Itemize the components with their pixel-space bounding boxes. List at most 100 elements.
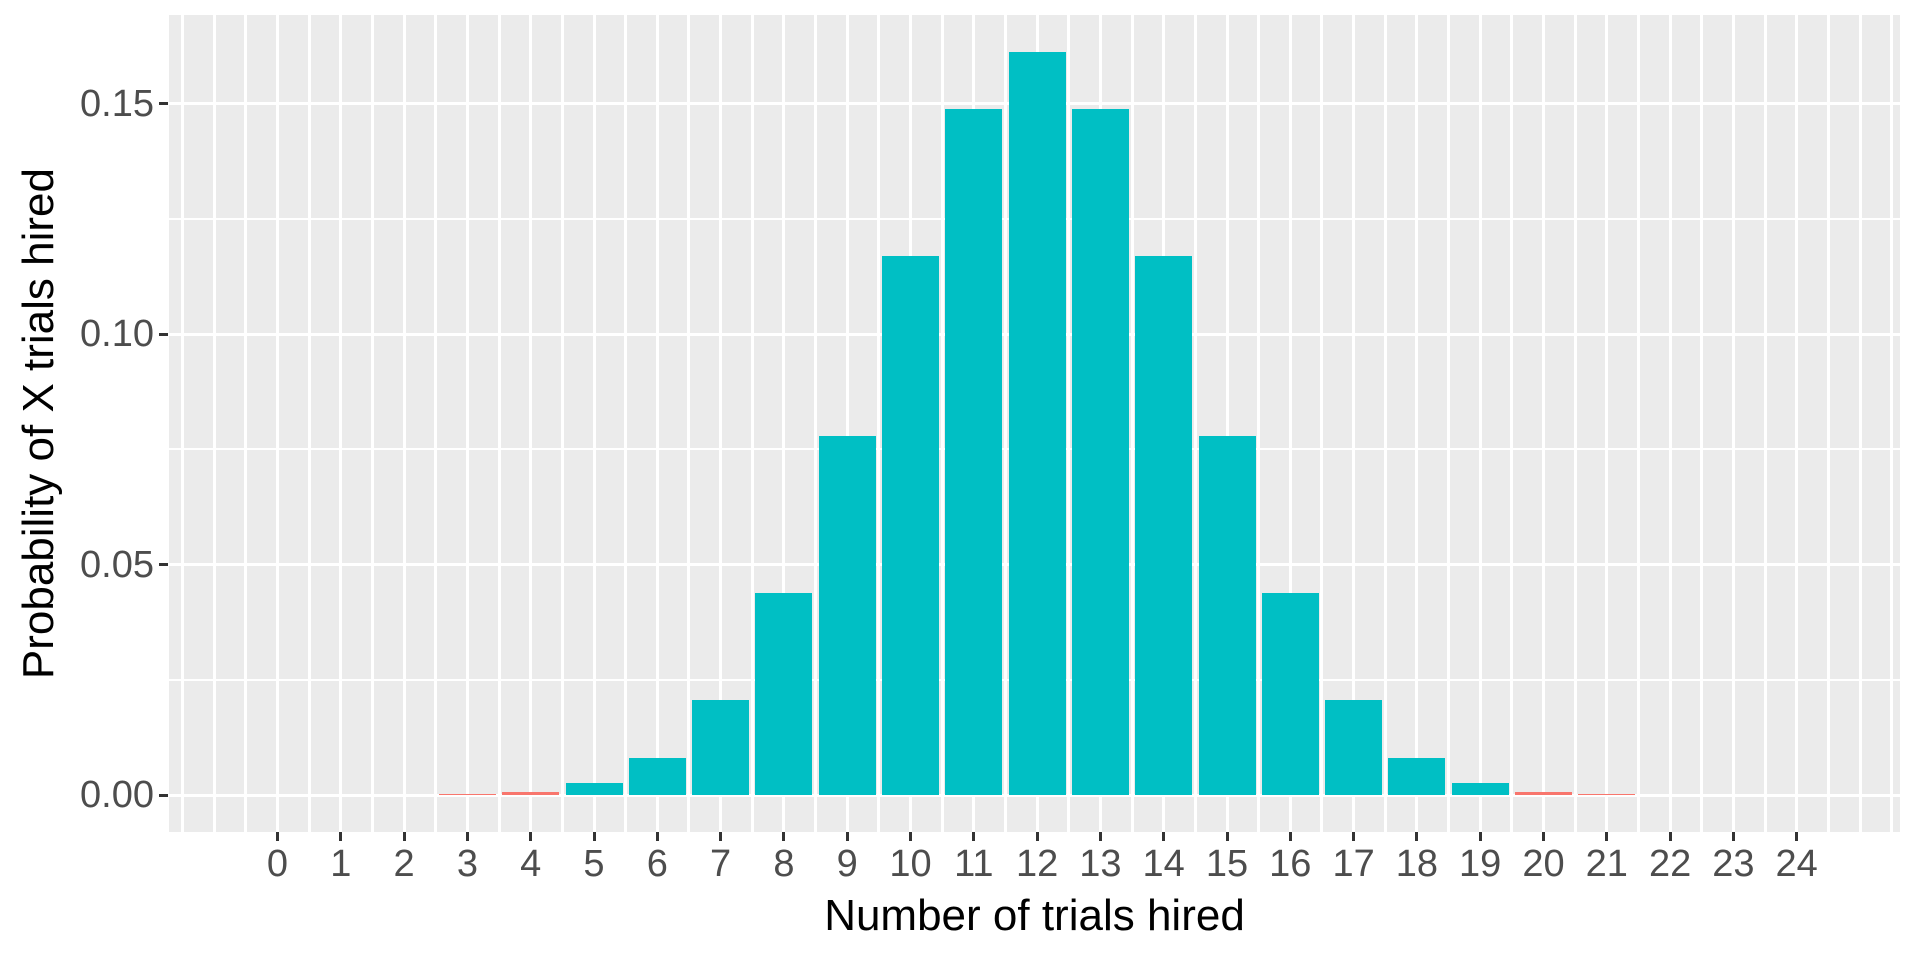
x-tick-mark (845, 832, 849, 841)
vertical-gridline (655, 15, 659, 832)
x-tick-label: 21 (1585, 843, 1628, 885)
bar-x10 (882, 256, 939, 795)
x-tick-label: 9 (836, 843, 858, 885)
x-tick-label: 4 (520, 843, 542, 885)
vertical-gridline (1257, 15, 1261, 832)
vertical-gridline (1478, 15, 1482, 832)
x-tick-mark (972, 832, 976, 841)
y-tick-mark (159, 102, 168, 105)
x-tick-mark (465, 832, 469, 841)
x-tick-mark (1415, 832, 1419, 841)
bar-x3 (438, 794, 496, 795)
vertical-gridline (1763, 15, 1767, 832)
x-tick-mark (276, 832, 279, 841)
x-tick-label: 15 (1205, 843, 1249, 885)
x-tick-mark (402, 832, 406, 841)
x-tick-label: 11 (954, 843, 994, 885)
x-axis-title: Number of trials hired (824, 891, 1245, 940)
plot-panel (169, 15, 1900, 832)
x-tick-label: 12 (1015, 843, 1059, 885)
x-tick-label: 6 (646, 843, 668, 885)
bar-x15 (1198, 435, 1256, 795)
x-tick-mark (1035, 832, 1039, 841)
x-tick-mark (1225, 832, 1229, 841)
bar-x17 (1325, 699, 1383, 795)
bar-x6 (628, 758, 686, 795)
bar-x20 (1515, 792, 1572, 795)
vertical-gridline (1731, 15, 1735, 832)
vertical-gridline (529, 15, 533, 832)
vertical-gridline (1447, 15, 1451, 832)
vertical-gridline (560, 15, 564, 832)
vertical-gridline (782, 15, 786, 832)
y-tick-label: 0.10 (80, 313, 154, 355)
vertical-gridline (1193, 15, 1197, 832)
vertical-gridline (1510, 15, 1514, 832)
x-tick-mark (592, 832, 596, 841)
x-tick-label: 2 (393, 843, 415, 885)
vertical-gridline (1320, 15, 1324, 832)
vertical-gridline (877, 15, 881, 832)
bar-x8 (755, 592, 813, 795)
vertical-gridline (276, 15, 279, 832)
vertical-gridline (307, 15, 311, 832)
x-tick-mark (719, 832, 723, 841)
x-tick-label: 22 (1648, 843, 1692, 885)
vertical-gridline (244, 15, 248, 832)
bar-x7 (692, 699, 750, 795)
y-tick-mark (159, 563, 168, 566)
x-tick-label: 0 (266, 843, 289, 885)
vertical-gridline (1858, 15, 1862, 832)
y-axis-title: Probability of X trials hired (14, 167, 63, 680)
x-tick-mark (1605, 832, 1609, 841)
x-tick-label: 23 (1712, 843, 1755, 885)
vertical-gridline (1352, 15, 1356, 832)
vertical-gridline (1668, 15, 1672, 832)
x-tick-label: 1 (330, 843, 352, 885)
y-tick-label: 0.05 (80, 543, 154, 586)
bar-x14 (1135, 256, 1193, 795)
vertical-gridline (592, 15, 596, 832)
x-tick-label: 17 (1332, 843, 1375, 885)
vertical-gridline (181, 15, 185, 832)
x-tick-mark (782, 832, 786, 841)
vertical-gridline (719, 15, 723, 832)
y-tick-mark (159, 332, 168, 336)
x-tick-mark (1288, 832, 1292, 841)
x-tick-label: 24 (1775, 843, 1818, 885)
x-tick-label: 14 (1142, 843, 1185, 885)
vertical-gridline (212, 15, 216, 832)
vertical-gridline (1288, 15, 1292, 832)
x-tick-label: 18 (1395, 843, 1439, 885)
vertical-gridline (434, 15, 438, 832)
vertical-gridline (1890, 15, 1894, 832)
x-tick-label: 8 (773, 843, 795, 885)
vertical-gridline (1573, 15, 1577, 832)
vertical-gridline (465, 15, 469, 832)
x-tick-mark (339, 832, 343, 841)
y-tick-mark (159, 793, 168, 797)
y-tick-label: 0.00 (80, 774, 154, 816)
x-tick-mark (1542, 832, 1545, 841)
bar-x11 (945, 108, 1003, 795)
vertical-gridline (370, 15, 374, 832)
x-tick-label: 19 (1459, 843, 1502, 885)
y-axis-title-container: Probability of X trials hired (8, 15, 70, 832)
bar-x19 (1451, 783, 1509, 795)
vertical-gridline (1700, 15, 1704, 832)
x-tick-label: 7 (710, 843, 732, 885)
vertical-gridline (339, 15, 343, 832)
bar-x21 (1578, 794, 1636, 795)
x-tick-mark (1162, 832, 1166, 841)
vertical-gridline (687, 15, 691, 832)
vertical-gridline (1383, 15, 1387, 832)
vertical-gridline (940, 15, 944, 832)
vertical-gridline (1225, 15, 1229, 832)
bar-x16 (1261, 592, 1319, 795)
x-tick-mark (1352, 832, 1356, 841)
x-tick-mark (1795, 832, 1799, 841)
vertical-gridline (845, 15, 849, 832)
x-tick-label: 3 (456, 843, 478, 885)
bar-x9 (818, 435, 876, 795)
bar-x12 (1008, 51, 1066, 795)
